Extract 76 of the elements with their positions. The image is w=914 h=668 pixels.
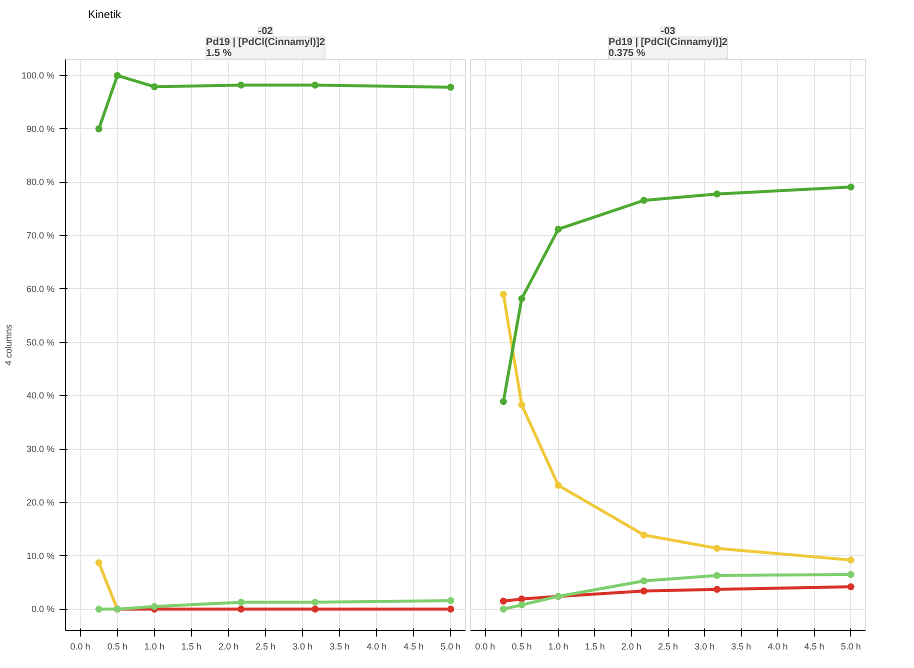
x-tick-label: 0.5 h [107,641,128,652]
point [847,570,854,578]
y-tick-label: 70.0 % [26,230,55,240]
point [847,582,854,590]
point [500,290,507,298]
point [714,190,721,198]
x-tick-label: 0.0 h [70,641,90,652]
point [150,602,158,610]
point [238,605,245,612]
point [447,83,454,90]
point [500,605,507,612]
point [95,558,102,566]
x-tick-label: 1.5 h [181,641,202,652]
x-tick-label: 3.0 h [694,641,715,652]
x-tick-label: 3.0 h [292,641,313,652]
x-tick-label: 3.5 h [330,641,350,652]
x-tick-label: 5.0 h [840,641,861,652]
point [95,605,102,612]
x-tick-label: 1.5 h [584,641,605,652]
y-axis-title: 4 columns [3,324,14,366]
point [554,225,562,232]
x-tick-label: 4.0 h [366,641,387,652]
point [447,605,454,612]
point [500,398,507,405]
point [847,183,854,190]
x-tick-label: 2.5 h [255,641,276,652]
point [500,597,507,604]
x-tick-label: 1.0 h [144,641,164,652]
point [518,294,526,302]
x-tick-label: 4.5 h [804,641,824,652]
point [640,587,648,594]
x-tick-label: 1.0 h [548,641,568,652]
x-tick-label: 0.0 h [475,641,496,652]
x-tick-label: 3.5 h [731,641,752,652]
point [447,596,454,604]
y-tick-label: 100.0 % [21,70,55,80]
point [554,482,562,489]
chart-subtitle: Pd19 | [PdCl(Cinnamyl)]2 0.375 % [608,36,728,59]
y-tick-label: 0.0 % [31,604,54,614]
y-tick-label: 20.0 % [26,497,55,508]
chart-title: -03 [660,26,676,37]
y-tick-label: 60.0 % [26,284,55,294]
y-tick-label: 30.0 % [26,444,55,454]
point [714,572,721,579]
y-tick-label: 10.0 % [26,550,55,560]
point [640,577,648,584]
y-tick-label: 90.0 % [26,124,55,134]
y-tick-label: 50.0 % [26,337,55,348]
point [714,586,721,593]
point [518,601,526,608]
point [238,81,245,88]
point [150,82,158,90]
y-tick-label: 80.0 % [26,176,55,187]
x-tick-label: 5.0 h [440,641,461,652]
chart-title: -02 [258,26,274,37]
chart-subtitle: Pd19 | [PdCl(Cinnamyl)]2 1.5 % [206,36,326,59]
x-tick-label: 0.5 h [512,641,532,652]
point [847,556,854,564]
point [238,598,245,606]
x-tick-label: 4.0 h [768,641,788,652]
point [312,598,319,606]
point [312,81,319,88]
point [95,125,102,132]
point [640,196,648,204]
x-tick-label: 4.5 h [404,641,424,652]
x-tick-label: 2.5 h [658,641,678,652]
point [518,595,526,602]
x-tick-label: 2.0 h [218,641,238,652]
y-tick-label: 40.0 % [26,390,55,400]
point [114,72,121,79]
point [312,605,319,612]
point [714,544,721,552]
text: Kinetik [88,8,122,23]
x-tick-label: 2.0 h [621,641,642,652]
point [640,531,648,538]
point [518,400,526,408]
